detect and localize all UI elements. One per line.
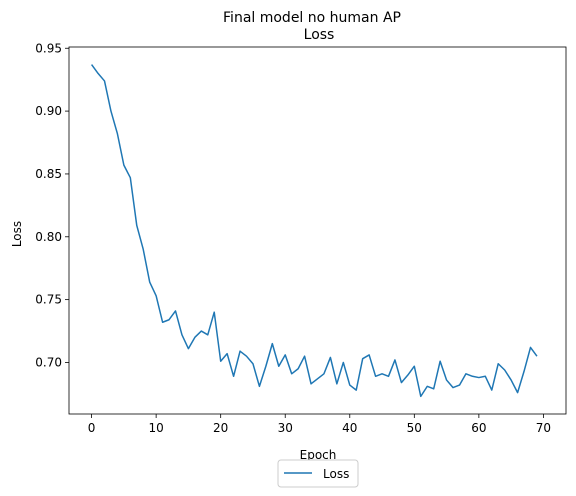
x-tick-label: 50 <box>407 421 422 435</box>
y-tick-label: 0.95 <box>35 41 62 55</box>
x-tick-label: 10 <box>148 421 163 435</box>
y-tick-label: 0.90 <box>35 104 62 118</box>
y-tick-label: 0.85 <box>35 167 62 181</box>
y-tick-label: 0.70 <box>35 355 62 369</box>
x-tick-label: 20 <box>213 421 228 435</box>
legend: Loss <box>277 459 359 488</box>
y-tick-label: 0.75 <box>35 293 62 307</box>
x-tick-label: 70 <box>536 421 551 435</box>
legend-label: Loss <box>323 467 349 481</box>
x-tick-label: 0 <box>88 421 96 435</box>
x-tick-label: 60 <box>471 421 486 435</box>
chart-title: Final model no human AP <box>223 10 401 26</box>
x-axis-label: Epoch <box>300 448 337 462</box>
x-tick-label: 30 <box>278 421 293 435</box>
legend-box <box>277 459 359 488</box>
y-axis-label: Loss <box>10 221 24 247</box>
plot-area: 0 10 20 30 40 50 60 70 0.70 0.75 0.80 0.85 0.90 0.95 <box>35 41 567 435</box>
plot-frame <box>68 46 567 415</box>
chart-subtitle: Loss <box>304 27 335 43</box>
loss-line <box>90 64 538 398</box>
x-tick-label: 40 <box>342 421 357 435</box>
y-tick-label: 0.80 <box>35 230 62 244</box>
